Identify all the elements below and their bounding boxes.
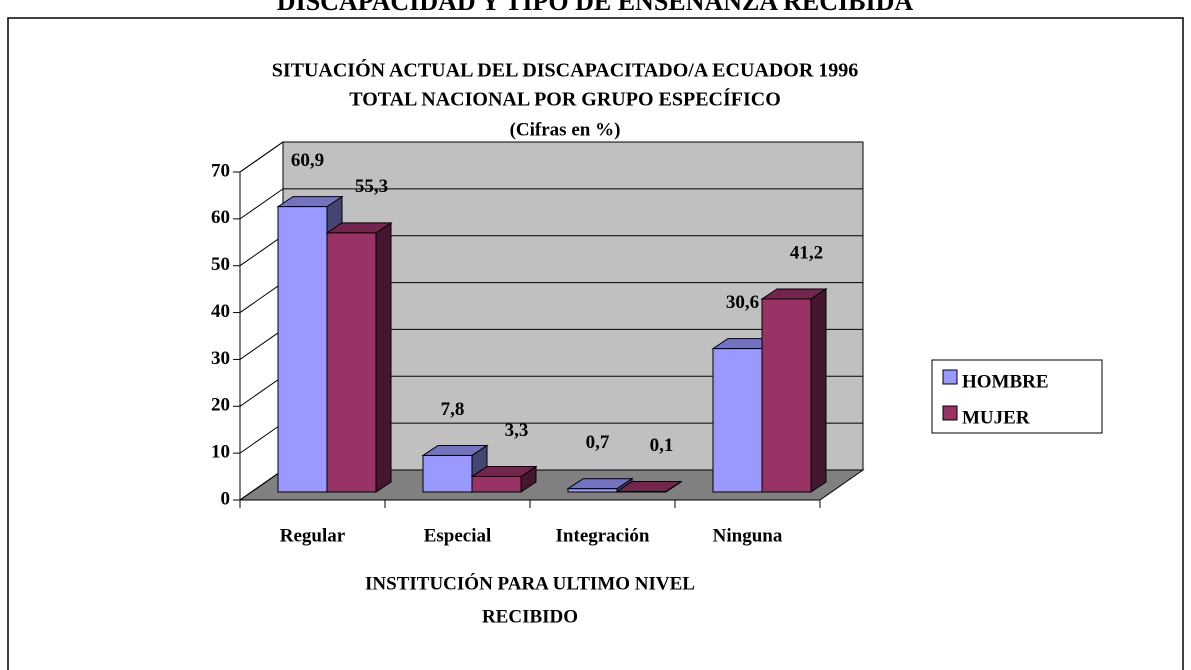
chart-subtitle: (Cifras en %) <box>510 119 621 140</box>
data-label: 30,6 <box>726 292 759 313</box>
data-label: 3,3 <box>505 420 529 441</box>
x-axis-title: INSTITUCIÓN PARA ULTIMO NIVEL <box>365 572 695 594</box>
x-axis-title: RECIBIDO <box>482 606 578 627</box>
bar <box>326 232 377 493</box>
data-label: 60,9 <box>291 150 324 171</box>
y-tick-label: 60 <box>211 207 230 228</box>
grid-line <box>239 329 284 360</box>
bar-side <box>810 288 827 493</box>
grid-line <box>239 282 284 313</box>
legend-label: HOMBRE <box>962 371 1049 392</box>
x-tick-label: Ninguna <box>713 525 783 546</box>
y-tick-label: 30 <box>211 348 230 369</box>
bar <box>471 476 522 493</box>
y-tick-label: 40 <box>211 301 230 322</box>
grid-line <box>239 469 284 501</box>
grid-line <box>239 422 284 454</box>
x-tick-label: Regular <box>280 525 346 546</box>
data-label: 7,8 <box>441 399 465 420</box>
y-tick-label: 0 <box>221 488 231 509</box>
y-tick-label: 70 <box>211 160 230 181</box>
left-wall <box>239 141 284 501</box>
legend-swatch <box>942 369 958 385</box>
bar-side <box>375 221 392 493</box>
legend-label: MUJER <box>962 407 1030 428</box>
chart-title: SITUACIÓN ACTUAL DEL DISCAPACITADO/A ECU… <box>272 58 859 82</box>
legend-box <box>931 359 1103 434</box>
y-tick-label: 10 <box>211 442 230 463</box>
grid-line <box>239 375 284 407</box>
y-tick-label: 50 <box>211 254 230 275</box>
bar <box>712 348 763 493</box>
grid-line <box>239 141 284 173</box>
legend-swatch <box>942 405 958 421</box>
x-tick-label: Integración <box>556 525 650 546</box>
grid-line <box>239 188 284 220</box>
data-label: 41,2 <box>790 242 823 263</box>
page-heading: DISCAPACIDAD Y TIPO DE ENSEÑANZA RECIBID… <box>277 0 914 16</box>
bar <box>277 206 328 493</box>
bar <box>422 454 473 493</box>
data-label: 0,7 <box>586 432 610 453</box>
grid-line <box>239 235 284 267</box>
chart-title: TOTAL NACIONAL POR GRUPO ESPECÍFICO <box>349 88 781 111</box>
data-label: 0,1 <box>650 435 674 456</box>
bar <box>761 298 812 493</box>
bar <box>567 488 618 493</box>
y-tick-label: 20 <box>211 395 230 416</box>
x-tick-label: Especial <box>424 525 492 546</box>
data-label: 55,3 <box>355 176 388 197</box>
